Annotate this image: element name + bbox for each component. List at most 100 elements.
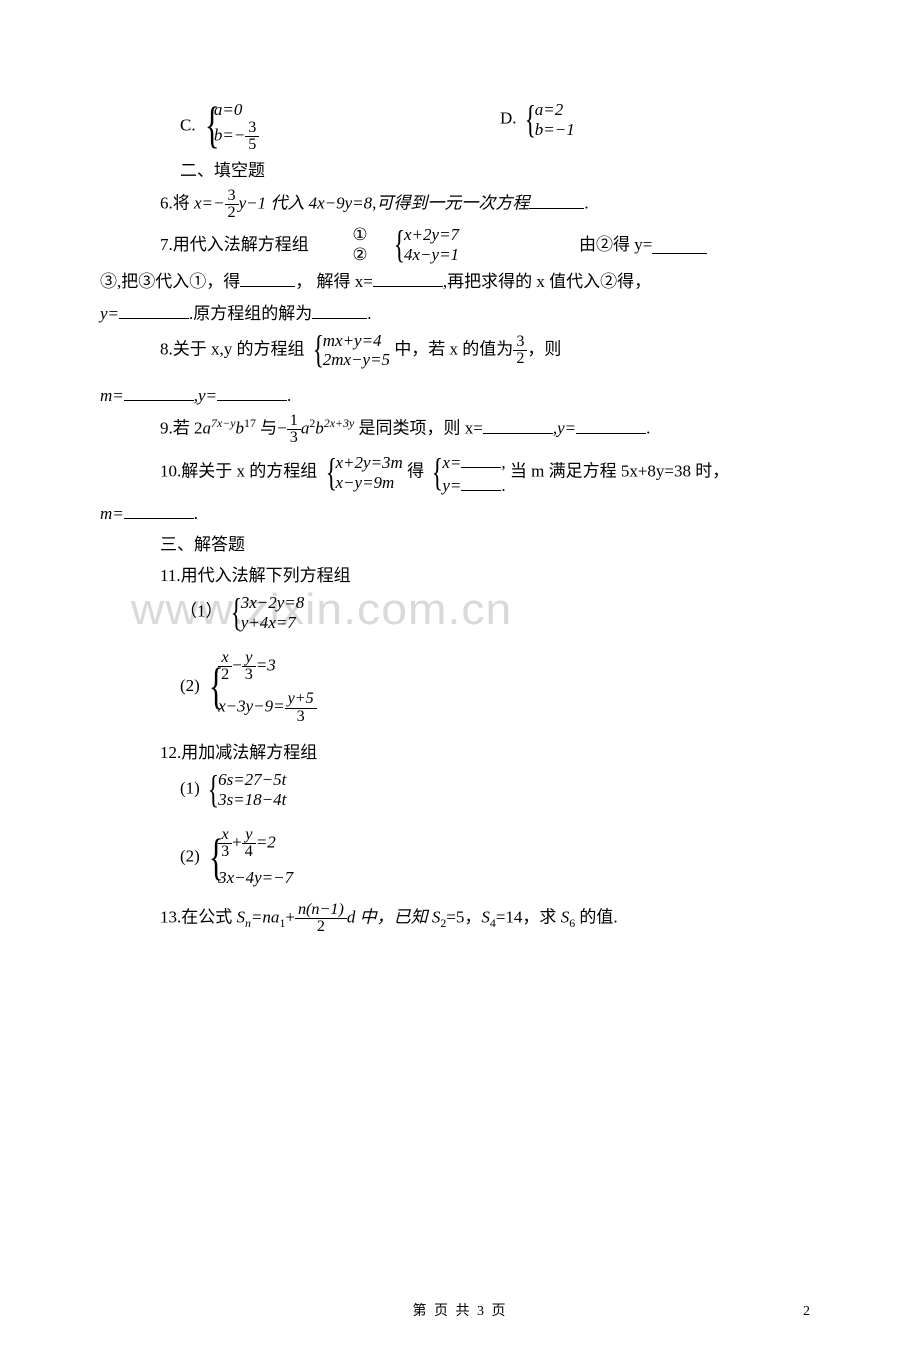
q10-pre: 10.解关于 x 的方程组 [160,462,317,481]
q7-line2: ③,把③代入①，得， 解得 x=,再把求得的 x 值代入②得， [100,268,820,295]
section-3-heading: 三、解答题 [100,531,820,558]
q11-p2: (2) x2−y3=3 x−3y−9=y+53 [100,650,820,725]
q11-p1-l1: 3x−2y=8 [241,593,305,612]
q9-a-exp: 7x−y [211,416,236,430]
q7-marker1: ① [330,225,390,245]
option-d-line1: a=2 [535,100,563,119]
q12-p2-system: x3+y4=2 3x−4y=−7 [204,827,293,888]
option-c-frac: 35 [245,120,259,153]
q12-p2-label: (2) [180,846,200,865]
q10-end: . [194,504,198,523]
q12-p2-plus: + [232,833,242,852]
q12-title: 12.用加减法解方程组 [100,739,820,766]
footer: 第 页 共 3 页 [0,1300,920,1320]
q12-p2: (2) x3+y4=2 3x−4y=−7 [100,827,820,888]
q8-system: mx+y=4 2mx−y=5 [309,331,390,370]
q7-l2-end: ,再把求得的 x 值代入②得， [443,272,651,291]
q8-frac: 32 [513,334,527,367]
q8-sys1: mx+y=4 [323,331,382,350]
option-c: C. a=0 b=−35 [180,100,500,153]
q11-p1: （1） 3x−2y=8 y+4x=7 [100,593,820,632]
q8-after: ，则 [527,339,561,358]
q7-sys1: x+2y=7 [404,225,459,244]
q7-l3-end: . [367,304,371,323]
q9: 9.若 2a7x−yb17 与−13a2b2x+3y 是同类项，则 x=,y=. [100,413,820,446]
q12-p1-system: 6s=27−5t 3s=18−4t [204,770,286,809]
q9-mid1: 与− [256,419,287,438]
option-d-line2: b=−1 [535,120,575,139]
q11-p2-system: x2−y3=3 x−3y−9=y+53 [204,650,317,725]
q8-y: ,y= [194,386,217,405]
q9-b-exp: 17 [244,416,256,430]
q12-p2-f1: x3 [218,827,232,860]
q10-system: x+2y=3m x−y=9m [322,453,403,492]
q12-p2-f2: y4 [242,827,256,860]
q8-m: m= [100,386,124,405]
q10-m: m= [100,504,124,523]
q12-p2-l2: 3x−4y=−7 [218,868,293,887]
q8-sys2: 2mx−y=5 [323,350,390,369]
option-d: D. a=2 b=−1 [500,100,820,153]
q7-blank5 [312,301,367,319]
q9-b: b [236,419,245,438]
q11-p1-l2: y+4x=7 [241,613,296,632]
q7-l2-start: ③,把③代入①，得 [100,272,240,291]
q9-blank1 [483,416,553,434]
q7-after-sys: 由②得 y= [579,231,652,258]
q13-plus: + [285,908,295,927]
q9-after: 是同类项，则 x= [354,419,483,438]
content: C. a=0 b=−35 D. a=2 b=−1 二、填空题 6.将 x=−32… [100,100,820,935]
q10-res2: y= [442,476,461,495]
q8-mid: 中，若 x 的值为 [394,339,513,358]
q9-b2: b [315,419,324,438]
q13-S2-val: =5， [446,908,481,927]
q10-period: . [501,476,505,495]
q9-end: . [646,419,650,438]
q7-sys2: 4x−y=1 [404,245,459,264]
q9-frac: 13 [287,413,301,446]
q13-S4: S [481,908,490,927]
q8-blank2 [217,383,287,401]
q12-p1-label: (1) [180,778,200,797]
q6-frac: 32 [225,188,239,221]
q11-p2-f2: y3 [242,650,256,683]
q6-pre: 6.将 [160,194,194,213]
page: www.zixin.com.cn C. a=0 b=−35 D. a=2 b=−… [0,0,920,1360]
section-2-heading: 二、填空题 [100,157,820,184]
q13-S6: S [561,908,570,927]
q13-Sn: S [237,908,246,927]
q13-eq: =na [251,908,279,927]
q8-blank1 [124,383,194,401]
option-c-line2-pre: b=− [214,125,245,144]
q10-blank2 [461,473,501,491]
q10-line2: m=. [100,500,820,527]
q9-ypre: ,y= [553,419,576,438]
q6: 6.将 x=−32y−1 代入 4x−9y=8,可得到一元一次方程. [100,188,820,221]
q11-p2-minus: − [232,656,242,675]
q12-p1-l1: 6s=27−5t [218,770,286,789]
option-c-line1: a=0 [214,100,242,119]
q11-p2-f1: x2 [218,650,232,683]
q7-l3-mid: .原方程组的解为 [189,304,312,323]
q7-l3-y: y= [100,304,119,323]
q10-blank1 [461,450,501,468]
q10-result: x=, y=. [428,450,505,495]
q10-blank3 [124,501,194,519]
q13-frac: n(n−1)2 [295,902,347,935]
q11-p2-lhs2: x−3y−9= [218,697,285,716]
q7-system: x+2y=7 4x−y=1 [390,225,459,264]
q10-sys1: x+2y=3m [336,453,403,472]
q8-pre: 8.关于 x,y 的方程组 [160,339,305,358]
option-c-label: C. [180,115,196,134]
q7-blank1 [652,236,707,254]
q9-a: a [203,419,212,438]
q10-after: 当 m 满足方程 5x+8y=38 时， [510,462,729,481]
q9-blank2 [576,416,646,434]
q13-end: 的值. [575,908,618,927]
q7-line3: y= .原方程组的解为. [100,300,820,327]
q7-blank3 [373,269,443,287]
q13-S4-val: =14，求 [496,908,561,927]
options-row: C. a=0 b=−35 D. a=2 b=−1 [100,100,820,153]
q6-xeq: x=− [194,194,225,213]
q12-p2-rhs1: =2 [256,833,276,852]
